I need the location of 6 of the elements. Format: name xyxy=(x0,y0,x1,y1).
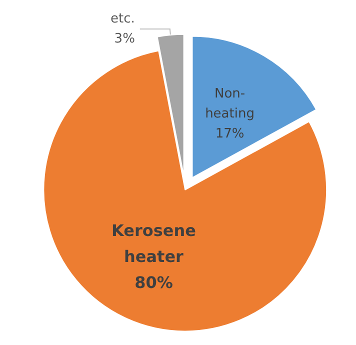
slice-label: Non-heating xyxy=(205,86,254,122)
slice-label: Kerosene heater xyxy=(111,220,196,266)
slice-label: etc. xyxy=(110,12,135,27)
data-label: 3% xyxy=(114,32,135,47)
data-label: 17% xyxy=(215,126,244,142)
data-label: 80% xyxy=(134,272,173,292)
